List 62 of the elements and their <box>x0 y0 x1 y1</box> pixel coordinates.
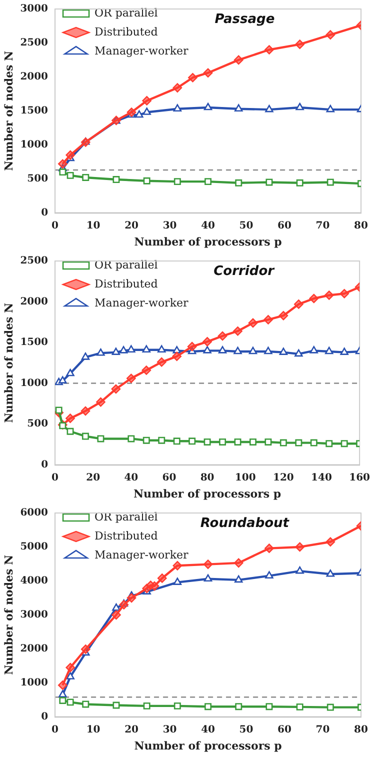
x-tick-label: 20 <box>86 472 100 484</box>
y-tick-label: 3000 <box>20 4 48 15</box>
y-tick-label: 1000 <box>20 139 48 150</box>
y-tick-label: 2500 <box>20 256 48 267</box>
y-tick-label: 2000 <box>20 643 48 654</box>
x-tick-label: 10 <box>86 724 100 736</box>
x-tick-label: 100 <box>234 472 256 484</box>
y-tick-label: 2500 <box>20 38 48 49</box>
x-axis-title: Number of processors p <box>134 235 282 248</box>
legend-label: Distributed <box>94 529 158 542</box>
chart-title: Roundabout <box>200 516 290 531</box>
x-axis-title: Number of processors p <box>133 487 282 500</box>
x-tick-label: 60 <box>278 724 292 736</box>
y-tick-label: 1000 <box>20 677 48 688</box>
y-tick-label: 0 <box>41 207 48 218</box>
x-axis-title: Number of processors p <box>134 739 282 752</box>
y-axis-title: Number of nodes N <box>2 302 16 423</box>
x-tick-label: 160 <box>349 472 370 484</box>
x-tick-label: 40 <box>201 220 216 232</box>
x-tick-label: 10 <box>86 220 100 232</box>
x-tick-label: 40 <box>124 472 138 484</box>
y-tick-label: 6000 <box>20 508 48 519</box>
x-tick-label: 80 <box>354 724 368 736</box>
chart-title: Passage <box>214 12 275 27</box>
x-tick-label: 50 <box>239 724 254 736</box>
legend-label: Distributed <box>94 277 158 290</box>
legend-label: Manager-worker <box>94 548 189 562</box>
x-tick-label: 30 <box>162 220 177 232</box>
y-tick-label: 0 <box>41 711 48 722</box>
y-tick-label: 4000 <box>20 576 48 587</box>
x-tick-label: 70 <box>316 724 330 736</box>
x-tick-label: 80 <box>354 220 368 232</box>
y-tick-label: 2000 <box>20 72 48 83</box>
y-tick-label: 2000 <box>20 296 48 308</box>
y-tick-label: 1500 <box>20 105 48 116</box>
x-tick-label: 70 <box>316 220 330 232</box>
legend-label: Manager-worker <box>94 296 189 310</box>
x-tick-label: 0 <box>52 724 59 736</box>
y-tick-label: 0 <box>41 459 48 470</box>
legend-label: Manager-worker <box>94 44 189 58</box>
y-tick-label: 500 <box>27 173 48 184</box>
legend-label: Distributed <box>94 25 158 38</box>
x-tick-label: 140 <box>311 472 332 484</box>
y-tick-label: 500 <box>27 418 48 430</box>
x-tick-label: 0 <box>52 220 59 232</box>
y-tick-label: 1000 <box>20 378 48 389</box>
y-tick-label: 5000 <box>20 542 48 553</box>
x-tick-label: 30 <box>162 724 177 736</box>
y-axis-title: Number of nodes N <box>2 554 16 675</box>
x-tick-label: 120 <box>272 472 294 484</box>
y-axis-title: Number of nodes N <box>2 50 16 171</box>
x-tick-label: 60 <box>162 472 176 484</box>
x-tick-label: 60 <box>278 220 292 232</box>
y-tick-label: 1500 <box>20 337 48 348</box>
x-tick-label: 20 <box>124 724 139 736</box>
x-tick-label: 50 <box>239 220 254 232</box>
x-tick-label: 40 <box>201 724 216 736</box>
chart-title: Corridor <box>214 264 276 279</box>
x-tick-label: 0 <box>52 472 59 484</box>
y-tick-label: 3000 <box>20 609 48 620</box>
x-tick-label: 80 <box>200 472 214 484</box>
x-tick-label: 20 <box>124 220 139 232</box>
